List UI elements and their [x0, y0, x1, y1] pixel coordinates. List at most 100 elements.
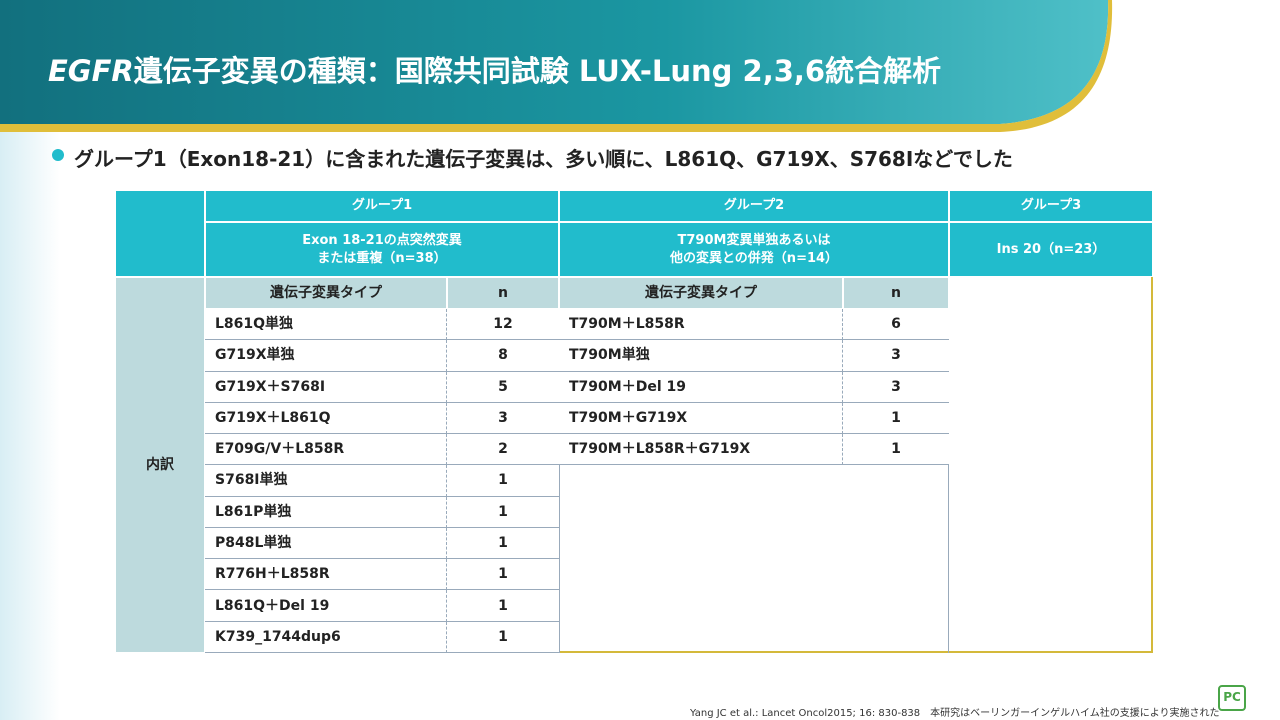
mutation-type-text: T790M＋G719X [569, 409, 688, 426]
group-name: グループ3 [949, 190, 1153, 222]
mutation-type-text: L861Q単独 [215, 316, 294, 333]
count-text: 3 [891, 347, 901, 364]
count: 1 [447, 621, 559, 653]
title-italic: EGFR [48, 54, 134, 88]
count: 3 [447, 402, 559, 435]
col-header-text: 遺伝子変異タイプ [645, 285, 757, 301]
mutation-type: L861Q単独 [205, 309, 447, 341]
col-header: 遺伝子変異タイプ [559, 277, 843, 309]
mutation-type: R776H＋L858R [205, 559, 447, 591]
mutation-type-text: T790M＋L858R＋G719X [569, 441, 751, 458]
group-name-text: グループ1 [351, 198, 413, 213]
count: 1 [447, 527, 559, 560]
group-name-text: グループ2 [723, 198, 785, 213]
count: 1 [843, 402, 949, 435]
count: 1 [447, 465, 559, 497]
count: 5 [447, 371, 559, 403]
count: 3 [843, 371, 949, 403]
mutation-type: G719X＋S768I [205, 371, 447, 403]
mutation-type: P848L単独 [205, 527, 447, 560]
count: 1 [447, 496, 559, 528]
mutation-type: E709G/V＋L858R [205, 434, 447, 466]
header-band [0, 0, 1109, 124]
mutation-type: K739_1744dup6 [205, 621, 447, 653]
row-label-text: 内訳 [146, 457, 174, 473]
mutation-type-text: L861Q＋Del 19 [215, 597, 330, 614]
mutation-type-text: T790M＋Del 19 [569, 378, 686, 395]
row-label: 内訳 [115, 277, 205, 653]
mutation-type: S768I単独 [205, 465, 447, 497]
count: 8 [447, 340, 559, 372]
group-name: グループ1 [205, 190, 559, 222]
bullet-dot [52, 149, 64, 161]
col-header: n [843, 277, 949, 309]
mutation-type: L861Q＋Del 19 [205, 590, 447, 622]
mutation-type: L861P単独 [205, 496, 447, 528]
count: 1 [447, 559, 559, 591]
count: 12 [447, 309, 559, 341]
group-desc-text: 他の変異との併発（n=14） [669, 250, 839, 266]
logo: PC [1223, 690, 1241, 704]
group-name-text: グループ3 [1020, 198, 1082, 213]
mutation-type-text: T790M単独 [569, 347, 650, 364]
group-desc: Ins 20（n=23） [949, 222, 1153, 277]
col-header-text: 遺伝子変異タイプ [270, 285, 382, 301]
count-text: 2 [498, 441, 508, 458]
col-header: n [447, 277, 559, 309]
count: 1 [843, 434, 949, 466]
count-text: 1 [498, 566, 508, 583]
group-desc: T790M変異単独あるいは 他の変異との併発（n=14） [559, 222, 949, 277]
group-name: グループ2 [559, 190, 949, 222]
count-text: 6 [891, 316, 901, 333]
count-text: 3 [498, 409, 508, 426]
mutation-type: T790M＋L858R [559, 309, 843, 341]
mutation-type: T790M＋Del 19 [559, 371, 843, 403]
count-text: 8 [498, 347, 508, 364]
mutation-type: G719X＋L861Q [205, 402, 447, 435]
group-desc-text: T790M変異単独あるいは [677, 232, 831, 248]
count-text: 5 [498, 378, 508, 395]
count-text: 1 [891, 441, 901, 458]
count-text: 1 [498, 628, 508, 645]
mutation-type-text: E709G/V＋L858R [215, 441, 345, 458]
count-text: 1 [498, 472, 508, 489]
mutation-type-text: L861P単独 [215, 503, 292, 520]
mutation-type-text: T790M＋L858R [569, 316, 685, 333]
count-text: 1 [891, 409, 901, 426]
bullet-text: グループ1（Exon18-21）に含まれた遺伝子変異は、多い順に、L861Q、G… [74, 147, 1013, 171]
mutation-type: T790M単独 [559, 340, 843, 372]
mutation-type: T790M＋L858R＋G719X [559, 434, 843, 466]
mutation-type-text: R776H＋L858R [215, 566, 330, 583]
mutation-type-text: G719X＋L861Q [215, 409, 331, 426]
side-gradient [0, 120, 60, 720]
col-header-text: n [498, 285, 508, 301]
col-header: 遺伝子変異タイプ [205, 277, 447, 309]
count-text: 1 [498, 597, 508, 614]
count: 6 [843, 309, 949, 341]
empty-cell [949, 277, 1153, 653]
count: 1 [447, 590, 559, 622]
citation: Yang JC et al.: Lancet Oncol2015; 16: 83… [690, 708, 1220, 719]
group-desc: Exon 18-21の点突然変異 または重複（n=38） [205, 222, 559, 277]
logo-box [1218, 685, 1246, 711]
group-desc-text: Ins 20（n=23） [996, 241, 1106, 257]
title-rest: 遺伝子変異の種類：国際共同試験 LUX-Lung 2,3,6統合解析 [133, 54, 942, 88]
mutation-type-text: G719X＋S768I [215, 378, 326, 395]
mutation-type-text: P848L単独 [215, 535, 292, 552]
group-desc-text: Exon 18-21の点突然変異 [302, 232, 462, 248]
empty-cell [559, 465, 949, 653]
count-text: 1 [498, 535, 508, 552]
group-desc-text: または重複（n=38） [317, 250, 447, 266]
mutation-type: T790M＋G719X [559, 402, 843, 435]
count: 2 [447, 434, 559, 466]
mutation-type-text: S768I単独 [215, 472, 288, 489]
count: 3 [843, 340, 949, 372]
mutation-type-text: G719X単独 [215, 347, 295, 364]
col-header-text: n [891, 285, 901, 301]
mutation-type: G719X単独 [205, 340, 447, 372]
corner-cell [115, 190, 205, 277]
title: EGFR遺伝子変異の種類：国際共同試験 LUX-Lung 2,3,6統合解析 [48, 48, 941, 90]
mutation-type-text: K739_1744dup6 [215, 628, 341, 645]
